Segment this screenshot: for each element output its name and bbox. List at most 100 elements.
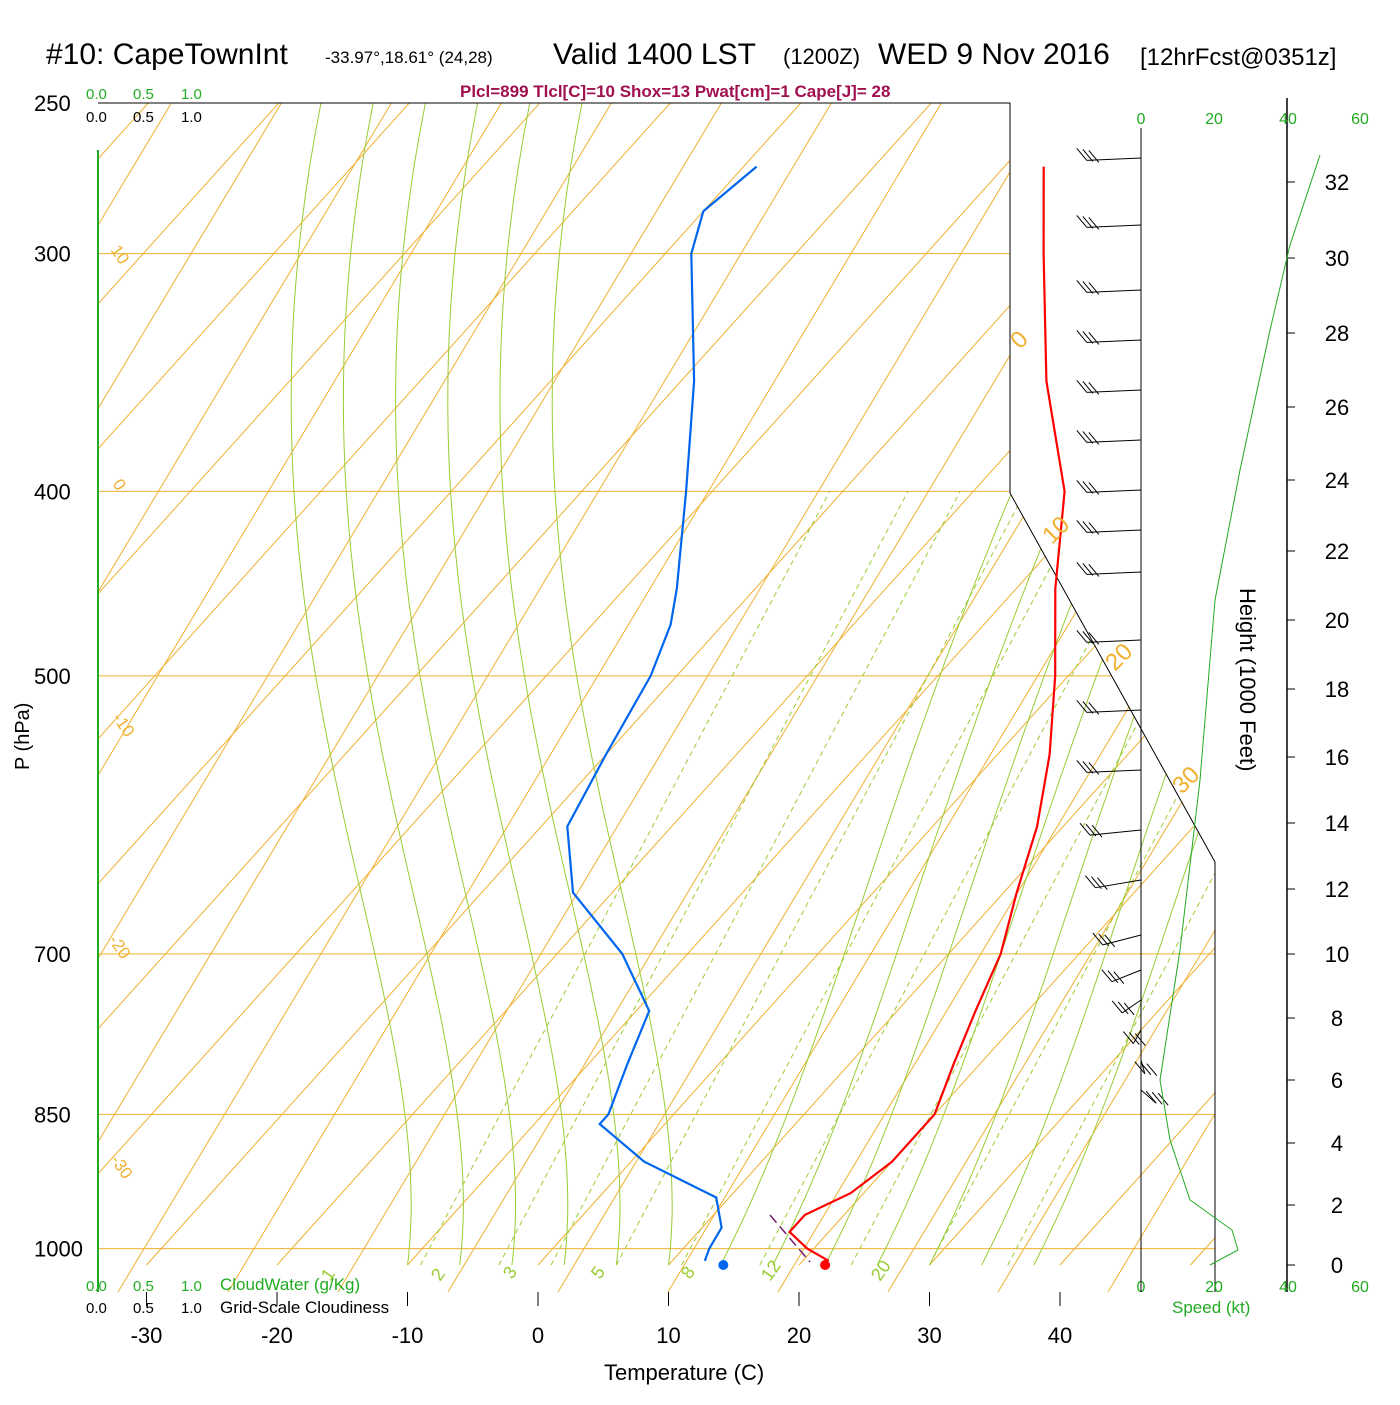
cloudiness-scale-05: 0.5 bbox=[133, 109, 154, 126]
mixing-ratio-label: 5 bbox=[587, 1263, 609, 1283]
right-isotherm-label: 20 bbox=[1100, 638, 1138, 676]
wind-barb-flag bbox=[1077, 330, 1087, 342]
dry-adiabat bbox=[558, 0, 1400, 1292]
forecast-date: WED 9 Nov 2016 bbox=[878, 38, 1110, 72]
moist-adiabat bbox=[877, 103, 1357, 1265]
isotherm--30 bbox=[147, 103, 1193, 1265]
temp-label--30: -30 bbox=[131, 1323, 163, 1348]
wind-barb-flag bbox=[1083, 331, 1093, 343]
left-isotherm-label: -10 bbox=[109, 709, 139, 740]
wind-barb-flag bbox=[1105, 935, 1115, 947]
wind-barb-flag bbox=[1077, 520, 1087, 532]
left-isotherm-label: -20 bbox=[105, 931, 135, 962]
mixing-ratio-label: 20 bbox=[867, 1256, 895, 1284]
wind-barb-flag bbox=[1146, 1091, 1156, 1103]
isotherm--110 bbox=[0, 103, 148, 1265]
cloudwater-scale-05: 0.5 bbox=[133, 86, 154, 103]
right-isotherm-label: 10 bbox=[1037, 511, 1075, 549]
isotherm--40 bbox=[16, 103, 1062, 1265]
isotherm-50 bbox=[1191, 103, 1400, 1265]
height-label-18: 18 bbox=[1325, 677, 1349, 702]
temperature-profile bbox=[790, 167, 1065, 1261]
wind-barb-flag bbox=[1083, 701, 1093, 713]
wind-barb-flag bbox=[1083, 281, 1093, 293]
wind-barb-flag bbox=[1077, 430, 1087, 442]
speed-bottom-label-20: 20 bbox=[1205, 1279, 1223, 1296]
wind-barb-flag bbox=[1083, 761, 1093, 773]
moist-adiabat bbox=[721, 103, 1201, 1265]
right-isotherm-label: 30 bbox=[1167, 761, 1205, 799]
cloudiness-scale-1: 1.0 bbox=[181, 109, 202, 126]
wind-barb-flag bbox=[1077, 148, 1087, 160]
temp-label--10: -10 bbox=[392, 1323, 424, 1348]
wind-barb-flag bbox=[1083, 381, 1093, 393]
wind-barb-flag bbox=[1083, 431, 1093, 443]
speed-axis-label: Speed (kt) bbox=[1172, 1298, 1250, 1318]
height-label-16: 16 bbox=[1325, 745, 1349, 770]
speed-top-label-20: 20 bbox=[1205, 111, 1223, 128]
moist-adiabat bbox=[500, 103, 620, 1265]
surface-dewpoint-marker bbox=[718, 1260, 728, 1270]
station-coords: -33.97°,18.61° (24,28) bbox=[325, 48, 493, 68]
x-axis-label: Temperature (C) bbox=[604, 1360, 764, 1386]
cloudiness-legend: Grid-Scale Cloudiness bbox=[220, 1298, 389, 1318]
left-isotherm-label: 10 bbox=[107, 241, 133, 267]
wind-barb-flag bbox=[1097, 878, 1107, 890]
wind-barb-flag bbox=[1077, 215, 1087, 227]
wind-barb-flag bbox=[1141, 1063, 1151, 1075]
isotherm--20 bbox=[277, 103, 1323, 1265]
dry-adiabat bbox=[0, 0, 28, 1292]
cloudwater-legend: CloudWater (g/Kg) bbox=[220, 1275, 360, 1295]
moist-adiabat bbox=[773, 103, 1253, 1265]
pressure-label-1000: 1000 bbox=[34, 1237, 83, 1262]
height-label-26: 26 bbox=[1325, 395, 1349, 420]
isotherm-10 bbox=[669, 103, 1400, 1265]
moist-adiabat bbox=[825, 103, 1305, 1265]
speed-top-label-0: 0 bbox=[1137, 111, 1146, 128]
mixing-ratio-line bbox=[682, 491, 1091, 1265]
temp-label--20: -20 bbox=[261, 1323, 293, 1348]
height-label-4: 4 bbox=[1331, 1131, 1343, 1156]
pressure-label-300: 300 bbox=[34, 242, 71, 267]
wind-barb-flag bbox=[1083, 481, 1093, 493]
sounding-parameters: Plcl=899 Tlcl[C]=10 Shox=13 Pwat[cm]=1 C… bbox=[460, 82, 890, 102]
wind-barb-flag bbox=[1092, 825, 1102, 837]
left-isotherm-label: -30 bbox=[107, 1151, 137, 1182]
isotherm-20 bbox=[799, 103, 1400, 1265]
dry-adiabat bbox=[118, 0, 1018, 1292]
wind-barb-flag bbox=[1077, 630, 1087, 642]
wind-barb-flag bbox=[1147, 1064, 1157, 1076]
speed-bottom-label-60: 60 bbox=[1351, 1279, 1369, 1296]
mixing-ratio-line bbox=[499, 491, 908, 1265]
cloudiness-bottom-0: 0.0 bbox=[86, 1300, 107, 1317]
pressure-label-700: 700 bbox=[34, 942, 71, 967]
height-axis-label: Height (1000 Feet) bbox=[1234, 588, 1260, 771]
wind-barb-flag bbox=[1102, 970, 1112, 982]
moist-adiabat bbox=[448, 103, 568, 1265]
height-label-20: 20 bbox=[1325, 608, 1349, 633]
wind-barb-flag bbox=[1123, 1032, 1133, 1044]
cloudwater-scale-1: 1.0 bbox=[181, 86, 202, 103]
speed-top-label-60: 60 bbox=[1351, 111, 1369, 128]
mixing-ratio-label: 12 bbox=[757, 1256, 785, 1284]
wind-barb-flag bbox=[1083, 216, 1093, 228]
height-label-6: 6 bbox=[1331, 1068, 1343, 1093]
right-isotherm-label: 0 bbox=[1005, 326, 1034, 355]
station-title: #10: CapeTownInt bbox=[46, 38, 288, 72]
dry-adiabat bbox=[668, 0, 1400, 1292]
mixing-ratio-label: 8 bbox=[677, 1263, 699, 1283]
plot-area bbox=[0, 0, 1400, 1292]
cloudwater-scale-0: 0.0 bbox=[86, 86, 107, 103]
pressure-label-850: 850 bbox=[34, 1102, 71, 1127]
height-label-28: 28 bbox=[1325, 321, 1349, 346]
wind-barb-flag bbox=[1085, 876, 1095, 888]
moist-adiabat bbox=[343, 103, 463, 1265]
moist-adiabat bbox=[291, 103, 411, 1265]
height-label-22: 22 bbox=[1325, 539, 1349, 564]
cloudwater-bottom-1: 1.0 bbox=[181, 1278, 202, 1295]
isotherm--50 bbox=[0, 103, 931, 1265]
height-label-8: 8 bbox=[1331, 1006, 1343, 1031]
wind-barb-flag bbox=[1077, 480, 1087, 492]
